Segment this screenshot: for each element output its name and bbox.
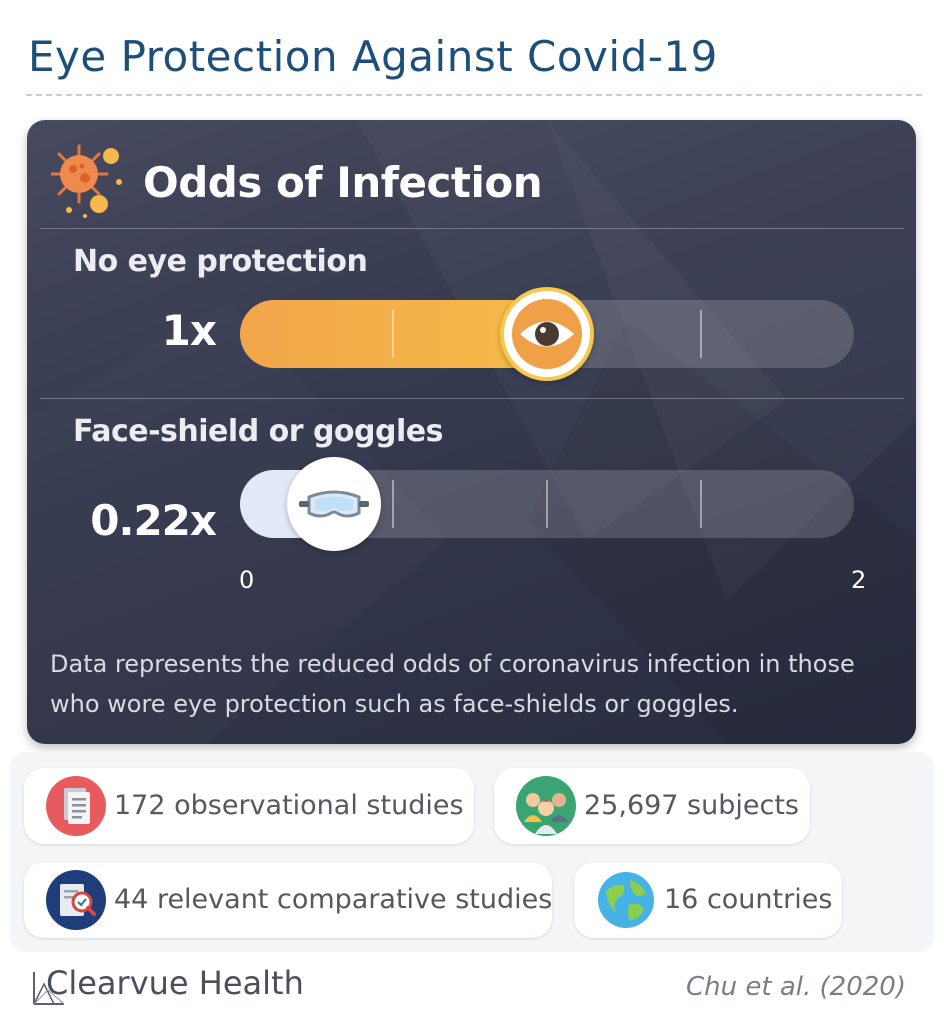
stat-comparative-studies: 44 relevant comparative studies: [24, 862, 552, 938]
value-label-no-protection: 1x: [161, 306, 217, 355]
stat-text: 172 observational studies: [114, 790, 464, 821]
x-tick-label-min: 0: [239, 566, 255, 594]
row-label-no-protection: No eye protection: [73, 244, 368, 279]
stat-text: 16 countries: [664, 884, 833, 915]
grid-tick: [392, 480, 394, 528]
stat-observational-studies: 172 observational studies: [24, 768, 474, 844]
citation: Chu et al. (2020): [686, 972, 906, 1002]
card-divider: [40, 228, 904, 229]
stat-countries: 16 countries: [574, 862, 842, 938]
grid-tick: [392, 310, 394, 358]
value-label-protection: 0.22x: [90, 496, 217, 545]
odds-card: Odds of Infection No eye protection 1x F…: [27, 120, 916, 744]
grid-tick: [546, 480, 548, 528]
card-divider: [40, 398, 904, 399]
row-label-protection: Face-shield or goggles: [73, 414, 443, 449]
card-title: Odds of Infection: [143, 158, 543, 207]
goggles-icon: [287, 457, 382, 551]
stats-panel: 172 observational studies 25,697 subject…: [10, 752, 934, 952]
brand-logo-icon: [33, 972, 65, 1005]
document-icon: [46, 776, 106, 836]
grid-tick: [700, 310, 702, 358]
stat-subjects: 25,697 subjects: [494, 768, 810, 844]
virus-icon: [51, 144, 122, 218]
stat-text: 44 relevant comparative studies: [114, 884, 553, 915]
people-icon: [516, 776, 576, 836]
chart-note: Data represents the reduced odds of coro…: [50, 650, 855, 718]
bar-track-no-protection: [240, 287, 854, 381]
brand-name: Clearvue Health: [46, 964, 304, 1002]
card-background-pattern: [527, 320, 916, 744]
page-title: Eye Protection Against Covid-19: [28, 32, 718, 81]
eye-icon: [500, 287, 594, 381]
stat-text: 25,697 subjects: [584, 790, 799, 821]
x-tick-label-max: 2: [851, 566, 867, 594]
globe-icon: [598, 872, 654, 928]
title-divider: [26, 94, 922, 96]
bar-track-protection: [240, 457, 854, 551]
grid-tick: [700, 480, 702, 528]
document-search-icon: [46, 870, 106, 930]
